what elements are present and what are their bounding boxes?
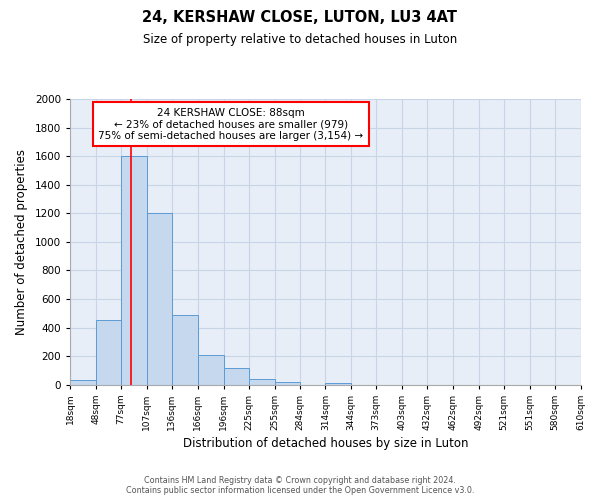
Bar [172, 314, 198, 384]
Bar [147, 214, 172, 384]
Y-axis label: Number of detached properties: Number of detached properties [15, 149, 28, 335]
Bar [248, 379, 275, 384]
Bar [70, 380, 96, 384]
Text: Contains HM Land Registry data © Crown copyright and database right 2024.
Contai: Contains HM Land Registry data © Crown c… [126, 476, 474, 495]
Bar [275, 382, 299, 384]
Bar [96, 320, 121, 384]
X-axis label: Distribution of detached houses by size in Luton: Distribution of detached houses by size … [182, 437, 468, 450]
Bar [198, 354, 224, 384]
Bar [121, 156, 147, 384]
Text: 24 KERSHAW CLOSE: 88sqm
← 23% of detached houses are smaller (979)
75% of semi-d: 24 KERSHAW CLOSE: 88sqm ← 23% of detache… [98, 108, 364, 141]
Text: 24, KERSHAW CLOSE, LUTON, LU3 4AT: 24, KERSHAW CLOSE, LUTON, LU3 4AT [143, 10, 458, 25]
Bar [224, 368, 248, 384]
Text: Size of property relative to detached houses in Luton: Size of property relative to detached ho… [143, 32, 457, 46]
Bar [325, 383, 351, 384]
